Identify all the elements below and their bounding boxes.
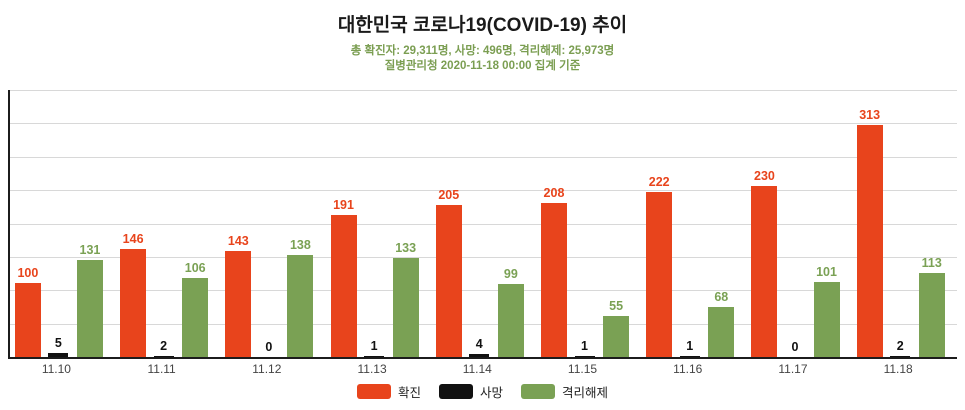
- bar-value-label: 222: [648, 175, 670, 190]
- x-axis: 11.10 11.11 11.12 11.13 11.14 11.15 11.16 11.17…: [8, 362, 955, 378]
- legend-label: 격리해제: [562, 386, 609, 400]
- bar-확진: [225, 250, 252, 357]
- chart-title: 대한민국 코로나19(COVID-19) 추이: [337, 15, 628, 36]
- bar-value-label: 131: [79, 242, 101, 257]
- x-tick-label: 11.16: [673, 362, 703, 376]
- x-tick-label: 11.15: [567, 362, 598, 376]
- chart-subtitle-source: 질병관리청 2020-11-18 00:00 집계 기준: [384, 60, 581, 72]
- bar-확진: [751, 186, 778, 357]
- bar-확진: [120, 248, 147, 357]
- x-tick-label: 11.14: [462, 362, 492, 376]
- legend-item-격리해제: 격리해제: [521, 382, 608, 401]
- bar-value-label: 143: [227, 233, 249, 248]
- bar-격리해제: [708, 306, 735, 357]
- plot-area: 100 5 131 146 2 106 143 0 138 191 1 133 205 4 99 208 1 55…: [8, 90, 957, 359]
- bar-확진: [540, 202, 567, 357]
- bar-value-label: 5: [54, 336, 62, 351]
- bar-격리해제: [497, 283, 524, 357]
- bar-value-label: 208: [543, 185, 565, 200]
- bar-value-label: 0: [265, 340, 273, 354]
- legend-item-사망: 사망: [438, 382, 503, 401]
- bar-value-label: 133: [395, 241, 417, 256]
- bar-value-label: 191: [333, 198, 354, 213]
- bar-격리해제: [918, 273, 945, 357]
- bar-사망: [469, 354, 490, 357]
- bar-확진: [856, 124, 883, 357]
- bar-확진: [14, 282, 41, 357]
- gridline: [10, 190, 957, 192]
- bar-value-label: 113: [921, 256, 942, 271]
- x-tick-label: 11.11: [147, 362, 176, 376]
- gridline: [10, 223, 957, 225]
- bar-value-label: 313: [859, 107, 881, 122]
- bar-격리해제: [603, 316, 630, 357]
- legend: 확진 사망 격리해제: [0, 382, 965, 401]
- bar-사망: [48, 353, 69, 357]
- legend-swatch: [521, 384, 555, 399]
- gridline: [10, 323, 957, 325]
- gridline: [10, 123, 957, 125]
- bar-value-label: 1: [370, 338, 378, 353]
- bar-value-label: 138: [289, 237, 311, 252]
- gridline: [10, 290, 957, 292]
- bar-value-label: 100: [17, 265, 39, 280]
- bar-value-label: 99: [503, 266, 518, 281]
- bar-격리해제: [392, 258, 419, 357]
- bar-value-label: 4: [475, 337, 483, 352]
- bar-value-label: 1: [581, 338, 588, 353]
- bar-사망: [364, 355, 385, 357]
- x-tick-label: 11.10: [41, 362, 71, 376]
- bar-확진: [646, 192, 673, 357]
- bar-value-label: 2: [160, 338, 168, 353]
- legend-item-확진: 확진: [356, 382, 421, 401]
- legend-label: 사망: [479, 386, 503, 400]
- bar-value-label: 1: [686, 338, 694, 353]
- legend-label: 확진: [397, 386, 421, 400]
- legend-swatch: [356, 384, 391, 399]
- bar-확진: [330, 215, 357, 357]
- legend-swatch: [438, 384, 473, 399]
- bar-격리해제: [76, 259, 103, 357]
- bar-사망: [679, 355, 700, 357]
- bar-value-label: 106: [184, 261, 206, 276]
- bar-사망: [153, 355, 174, 357]
- bar-value-label: 230: [754, 169, 775, 184]
- gridline: [10, 256, 957, 258]
- x-tick-label: 11.12: [252, 362, 282, 376]
- gridline: [10, 90, 957, 91]
- bar-value-label: 146: [122, 231, 144, 246]
- bar-value-label: 55: [609, 299, 624, 314]
- bar-value-label: 2: [896, 338, 904, 353]
- bar-value-label: 0: [791, 340, 799, 354]
- bar-격리해제: [182, 278, 209, 357]
- bar-격리해제: [813, 282, 840, 357]
- chart-subtitle-totals: 총 확진자: 29,311명, 사망: 496명, 격리해제: 25,973명: [350, 45, 615, 57]
- x-tick-label: 11.13: [357, 362, 387, 376]
- bar-사망: [890, 355, 911, 357]
- bar-격리해제: [287, 254, 314, 357]
- x-tick-label: 11.18: [883, 362, 913, 376]
- bar-value-label: 205: [438, 187, 460, 202]
- bar-value-label: 101: [816, 265, 837, 280]
- x-tick-label: 11.17: [778, 362, 808, 376]
- bar-확진: [435, 204, 462, 357]
- gridline: [10, 156, 957, 158]
- bar-사망: [574, 355, 595, 357]
- bar-value-label: 68: [714, 289, 729, 304]
